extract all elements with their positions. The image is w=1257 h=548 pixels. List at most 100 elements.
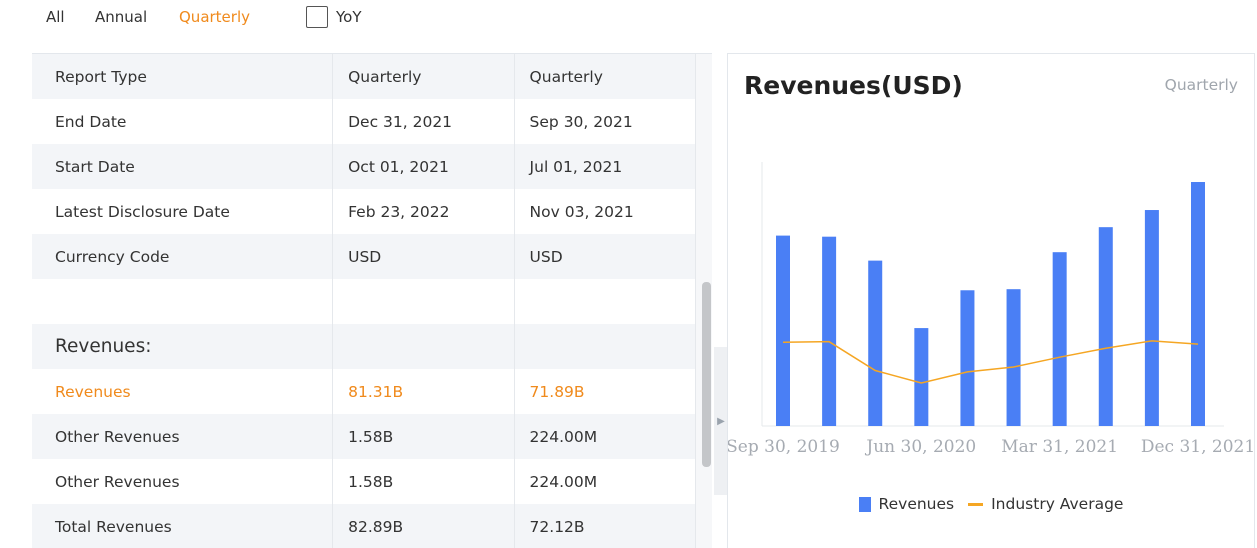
table-row: Other Revenues 1.58B 224.00M bbox=[32, 414, 696, 459]
legend-item-revenues[interactable]: Revenues bbox=[858, 495, 955, 513]
row-value: 224.00M bbox=[515, 414, 696, 459]
row-label: Currency Code bbox=[32, 234, 334, 279]
row-label: Latest Disclosure Date bbox=[32, 189, 334, 234]
row-value-text: 81.31B bbox=[348, 382, 404, 401]
row-value: 82.89B bbox=[333, 504, 515, 548]
x-tick-label: Sep 30, 2019 bbox=[728, 437, 840, 457]
row-label: Report Type bbox=[32, 54, 334, 99]
chart-legend: Revenues Industry Average bbox=[728, 495, 1254, 513]
table-row: Latest Disclosure Date Feb 23, 2022 Nov 03… bbox=[32, 189, 696, 234]
row-value-text: Nov 03, 2021 bbox=[529, 202, 634, 221]
legend-item-industry-average[interactable]: Industry Average bbox=[968, 495, 1123, 513]
row-value: Oct 01, 2021 bbox=[333, 144, 515, 189]
row-label: End Date bbox=[32, 99, 334, 144]
row-label-text: Total Revenues bbox=[55, 517, 172, 536]
row-value-text: 1.58B bbox=[348, 472, 394, 491]
legend-swatch-revenues bbox=[858, 496, 871, 512]
table-row: Report Type Quarterly Quarterly bbox=[32, 54, 696, 99]
legend-label-industry-average: Industry Average bbox=[991, 495, 1124, 513]
row-value-text: 1.58B bbox=[348, 427, 394, 446]
row-label-text: Report Type bbox=[55, 67, 147, 86]
yoy-label: YoY bbox=[336, 8, 362, 26]
row-label: Other Revenues bbox=[32, 459, 334, 504]
yoy-checkbox[interactable] bbox=[306, 6, 328, 28]
row-value: Jul 01, 2021 bbox=[515, 144, 696, 189]
revenue-chart: Sep 30, 2019 Jun 30, 2020 Mar 31, 2021 Dec … bbox=[728, 162, 1255, 457]
row-value-text: Quarterly bbox=[348, 67, 422, 86]
row-label: Revenues bbox=[32, 369, 334, 414]
revenue-bar[interactable] bbox=[1191, 182, 1205, 426]
revenue-bar[interactable] bbox=[960, 290, 975, 426]
row-label-text: Revenues bbox=[55, 382, 131, 401]
revenue-chart-panel: Revenues(USD) Quarterly Sep 30, 2019 Jun … bbox=[727, 53, 1255, 548]
row-value-text: Sep 30, 2021 bbox=[529, 112, 633, 131]
row-value: Nov 03, 2021 bbox=[515, 189, 696, 234]
legend-label-revenues: Revenues bbox=[878, 495, 955, 513]
revenue-bar[interactable] bbox=[1098, 227, 1113, 426]
tab-all[interactable]: All bbox=[46, 8, 65, 26]
row-value-text: USD bbox=[529, 247, 563, 266]
row-value-text: USD bbox=[348, 247, 382, 266]
row-value: 71.89B bbox=[515, 369, 696, 414]
table-row: End Date Dec 31, 2021 Sep 30, 2021 bbox=[32, 99, 696, 144]
row-label-text: Latest Disclosure Date bbox=[55, 202, 230, 221]
chevron-right-icon: ▶ bbox=[717, 415, 725, 427]
revenue-bar[interactable] bbox=[868, 260, 883, 426]
row-value: Quarterly bbox=[515, 54, 696, 99]
row-label-text: End Date bbox=[55, 112, 127, 131]
row-value: Quarterly bbox=[333, 54, 515, 99]
panel-collapse-handle[interactable]: ▶ bbox=[714, 347, 728, 495]
x-tick-label: Mar 31, 2021 bbox=[1001, 437, 1118, 457]
revenue-bar[interactable] bbox=[914, 328, 929, 426]
table-row: Revenues: bbox=[32, 324, 696, 369]
table-row: Currency Code USD USD bbox=[32, 234, 696, 279]
revenue-bar[interactable] bbox=[1052, 252, 1067, 426]
tab-annual[interactable]: Annual bbox=[95, 8, 148, 26]
yoy-toggle[interactable]: YoY bbox=[306, 6, 362, 28]
revenue-bar[interactable] bbox=[1006, 289, 1021, 426]
row-value-text: 82.89B bbox=[348, 517, 404, 536]
chart-period-label: Quarterly bbox=[1164, 76, 1238, 94]
row-value: Sep 30, 2021 bbox=[515, 99, 696, 144]
row-value-text: Quarterly bbox=[529, 67, 603, 86]
revenue-bar[interactable] bbox=[822, 236, 837, 426]
row-label: Other Revenues bbox=[32, 414, 334, 459]
row-value-text: 224.00M bbox=[529, 472, 598, 491]
row-label-text: Currency Code bbox=[55, 247, 170, 266]
row-label: Total Revenues bbox=[32, 504, 334, 548]
row-value bbox=[333, 324, 515, 369]
period-filter-bar: All Annual Quarterly YoY bbox=[0, 0, 1257, 36]
row-label: Start Date bbox=[32, 144, 334, 189]
row-label: Revenues: bbox=[32, 324, 334, 369]
row-value: 1.58B bbox=[333, 414, 515, 459]
row-value-text: 71.89B bbox=[529, 382, 585, 401]
x-tick-label: Dec 31, 2021 bbox=[1141, 437, 1255, 457]
row-value: Dec 31, 2021 bbox=[333, 99, 515, 144]
row-value: 1.58B bbox=[333, 459, 515, 504]
row-value: USD bbox=[333, 234, 515, 279]
row-value: 81.31B bbox=[333, 369, 515, 414]
row-value bbox=[515, 324, 696, 369]
financial-table: Report Type Quarterly Quarterly End Date Dec… bbox=[32, 53, 712, 548]
row-label-text: Revenues: bbox=[55, 336, 152, 357]
table-row: Start Date Oct 01, 2021 Jul 01, 2021 bbox=[32, 144, 696, 189]
row-label bbox=[32, 279, 334, 324]
revenue-bar[interactable] bbox=[1144, 210, 1159, 426]
row-value-text: 224.00M bbox=[529, 427, 598, 446]
table-row: Revenues 81.31B 71.89B bbox=[32, 369, 696, 414]
row-value-text: 72.12B bbox=[529, 517, 585, 536]
industry-average-line[interactable] bbox=[782, 340, 1199, 384]
revenue-bar[interactable] bbox=[776, 235, 790, 426]
row-value: Feb 23, 2022 bbox=[333, 189, 515, 234]
row-value: USD bbox=[515, 234, 696, 279]
row-value: 72.12B bbox=[515, 504, 696, 548]
row-label-text: Start Date bbox=[55, 157, 135, 176]
tab-quarterly[interactable]: Quarterly bbox=[179, 8, 250, 26]
row-value bbox=[333, 279, 515, 324]
row-label-text: Other Revenues bbox=[55, 427, 180, 446]
row-value-text: Oct 01, 2021 bbox=[348, 157, 449, 176]
table-row bbox=[32, 279, 696, 324]
table-scrollbar-thumb[interactable] bbox=[702, 282, 711, 467]
row-value: 224.00M bbox=[515, 459, 696, 504]
row-value bbox=[515, 279, 696, 324]
